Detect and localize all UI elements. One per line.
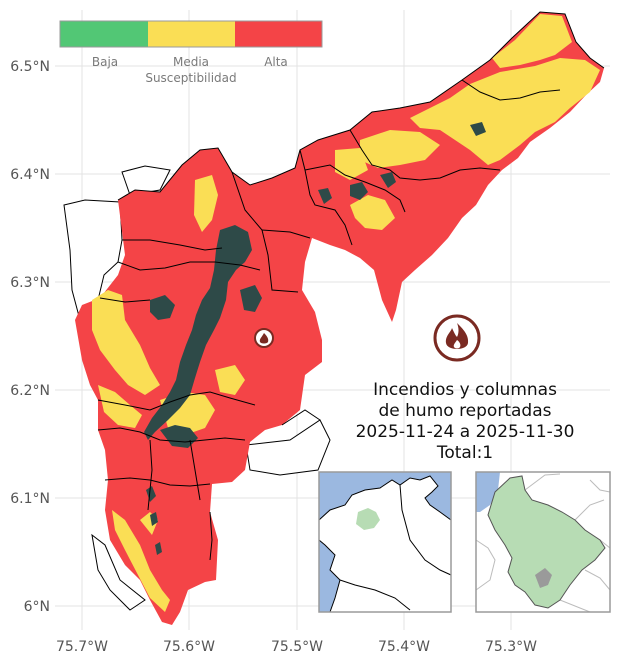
legend-swatch-media [148,21,235,47]
x-axis: 75.7°W 75.6°W 75.5°W 75.4°W 75.3°W [56,639,537,655]
high-susceptibility-area [75,12,604,625]
susceptibility-legend: Baja Media Alta Susceptibilidad [59,20,323,85]
fire-report-marker[interactable] [254,328,274,348]
title-line-4: Total:1 [436,443,493,463]
y-axis: 6.5°N 6.4°N 6.3°N 6.2°N 6.1°N 6°N [10,59,50,615]
municipality-boundaries [97,11,605,561]
x-tick-label: 75.7°W [56,639,108,655]
legend-swatch-baja [60,21,148,47]
inset-country-map [318,471,452,613]
y-tick-label: 6.4°N [10,167,50,183]
legend-label-baja: Baja [92,55,118,69]
outer-municipalities [63,165,331,611]
map-title: Incendios y columnas de humo reportadas … [356,380,575,463]
x-tick-label: 75.6°W [163,639,215,655]
forest-cover-area [144,122,486,555]
title-line-3: 2025-11-24 a 2025-11-30 [356,422,575,442]
legend-title: Susceptibilidad [145,71,236,85]
medium-susceptibility-area [92,14,600,612]
legend-label-media: Media [173,55,209,69]
y-tick-label: 6.1°N [10,491,50,507]
y-tick-label: 6.5°N [10,59,50,75]
fire-icon [433,314,481,362]
y-tick-label: 6.2°N [10,383,50,399]
legend-label-alta: Alta [264,55,288,69]
x-tick-label: 75.3°W [485,639,537,655]
inset-department-map [475,471,611,613]
x-tick-label: 75.5°W [271,639,323,655]
legend-swatch-alta [235,21,322,47]
title-line-1: Incendios y columnas [373,380,557,400]
y-tick-label: 6°N [24,599,50,615]
y-tick-label: 6.3°N [10,275,50,291]
x-tick-label: 75.4°W [378,639,430,655]
title-line-2: de humo reportadas [379,401,552,421]
